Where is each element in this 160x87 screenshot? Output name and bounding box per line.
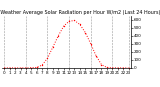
Title: Milwaukee Weather Average Solar Radiation per Hour W/m2 (Last 24 Hours): Milwaukee Weather Average Solar Radiatio… bbox=[0, 10, 160, 15]
